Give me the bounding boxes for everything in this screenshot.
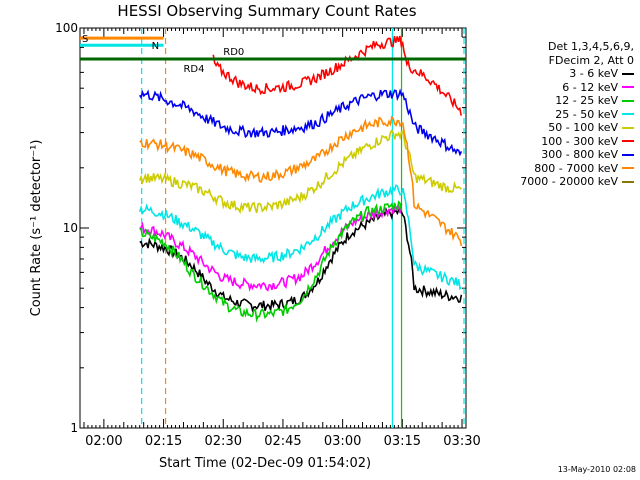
legend-entry: 7000 - 20000 keV	[478, 175, 634, 189]
legend-swatch	[622, 167, 634, 170]
legend-entry-label: 6 - 12 keV	[562, 80, 618, 94]
x-tick-label: 02:30	[205, 434, 242, 449]
legend-entry-label: 100 - 300 keV	[541, 134, 618, 148]
legend-header-line: Det 1,3,4,5,6,9,	[547, 40, 634, 53]
legend-entry-label: 300 - 800 keV	[541, 148, 618, 161]
plot-content	[80, 28, 466, 428]
flag-label-n: N	[152, 41, 159, 52]
x-tick-label: 02:15	[145, 434, 182, 449]
chart-title: HESSI Observing Summary Count Rates	[117, 2, 416, 20]
legend-entry: 6 - 12 keV	[478, 81, 634, 95]
x-tick-label: 02:00	[85, 434, 122, 449]
timestamp: 13-May-2010 02:08	[557, 465, 636, 474]
legend-swatch	[622, 86, 634, 89]
legend-entry-label: 800 - 7000 keV	[534, 161, 618, 175]
legend-entry: 100 - 300 keV	[478, 135, 634, 149]
x-tick-label: 03:30	[443, 434, 480, 449]
series-line-3-6-kev	[139, 207, 463, 313]
legend-entry: 300 - 800 keV	[478, 148, 634, 162]
series-line-300-800-kev	[139, 88, 463, 157]
flag-label-rd4: RD4	[183, 64, 204, 75]
series-line-800-7000-kev	[139, 115, 463, 247]
legend-entry: 50 - 100 keV	[478, 121, 634, 135]
legend-entry: 3 - 6 keV	[478, 67, 634, 81]
legend-swatch	[622, 72, 634, 75]
series-line-12-25-kev	[139, 200, 403, 323]
flag-label-rd0: RD0	[223, 47, 244, 58]
legend-swatch	[622, 180, 634, 183]
y-tick-label: 1	[70, 421, 78, 435]
x-axis-label: Start Time (02-Dec-09 01:54:02)	[159, 456, 371, 471]
y-axis-label: Count Rate (s⁻¹ detector⁻¹)	[29, 140, 44, 317]
legend-swatch	[622, 153, 634, 156]
legend-swatch	[622, 126, 634, 129]
legend-entry-label: 3 - 6 keV	[569, 67, 618, 80]
series-line-100-300-kev	[212, 35, 462, 116]
legend-entry-label: 25 - 50 keV	[555, 107, 618, 121]
series-line-25-50-kev	[138, 184, 462, 291]
legend-entry-label: 12 - 25 keV	[555, 94, 618, 107]
legend-swatch	[622, 113, 634, 116]
x-tick-label: 03:15	[384, 434, 421, 449]
legend-entry: 25 - 50 keV	[478, 108, 634, 122]
legend-entry-label: 7000 - 20000 keV	[520, 175, 618, 188]
legend-entry: 800 - 7000 keV	[478, 162, 634, 176]
legend-swatch	[622, 99, 634, 102]
y-tick-label: 10	[63, 221, 78, 235]
series-line-6-12-kev	[139, 202, 403, 292]
legend-swatch	[622, 140, 634, 143]
flag-label-s: S	[82, 34, 88, 45]
legend-entry: 12 - 25 keV	[478, 94, 634, 108]
legend-header-line: FDecim 2, Att 0	[548, 53, 634, 67]
x-tick-label: 03:00	[324, 434, 361, 449]
legend-entry-label: 50 - 100 keV	[548, 121, 618, 134]
y-tick-label: 100	[55, 21, 78, 35]
plot-area: 1 10 100 02:00 02:15 02:30 02:45 03:00 03:15 03:3…	[55, 21, 481, 449]
x-tick-label: 02:45	[264, 434, 301, 449]
